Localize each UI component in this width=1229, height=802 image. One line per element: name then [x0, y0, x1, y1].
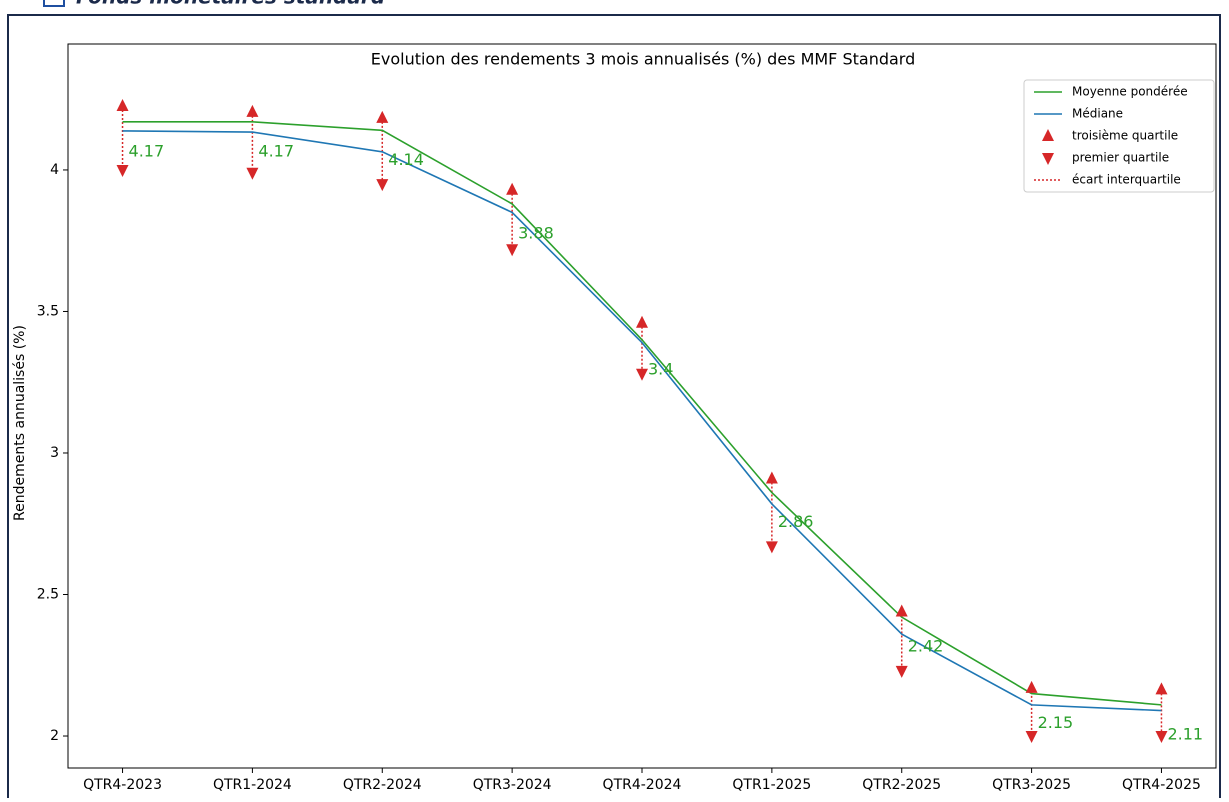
panel-border — [7, 14, 1221, 802]
value-label: 2.42 — [908, 637, 944, 656]
y-axis-label: Rendements annualisés (%) — [12, 325, 28, 521]
legend-label: troisième quartile — [1072, 129, 1178, 143]
series-line — [122, 130, 1162, 712]
x-tick-label: QTR4-2023 — [83, 777, 162, 793]
value-label: 4.14 — [388, 150, 424, 169]
value-label: 4.17 — [129, 141, 165, 160]
quartile-marker — [895, 665, 908, 678]
quartile-marker — [376, 110, 389, 123]
legend-marker — [1042, 153, 1054, 165]
x-tick-label: QTR3-2025 — [992, 777, 1071, 793]
y-tick-label: 3 — [50, 445, 59, 461]
quartile-marker — [636, 368, 648, 381]
quartile-marker — [1025, 731, 1038, 744]
legend-label: Moyenne pondérée — [1072, 85, 1188, 99]
header-icon — [43, 0, 65, 7]
value-label: 3.88 — [518, 223, 554, 242]
x-tick-label: QTR1-2024 — [213, 777, 292, 793]
x-tick-label: QTR1-2025 — [732, 777, 811, 793]
quartile-marker — [636, 315, 648, 328]
quartile-marker — [1155, 682, 1168, 695]
quartile-marker — [116, 98, 129, 111]
value-label: 2.15 — [1038, 713, 1074, 732]
value-label: 3.4 — [648, 359, 673, 378]
y-tick-label: 2 — [50, 728, 59, 744]
header-title: Fonds monétaires standard — [76, 0, 386, 9]
quartile-marker — [895, 604, 908, 617]
legend-label: premier quartile — [1072, 151, 1169, 165]
quartile-marker — [765, 541, 778, 554]
quartile-marker — [765, 471, 778, 484]
x-tick-label: QTR4-2024 — [603, 777, 682, 793]
value-label: 2.11 — [1167, 724, 1203, 743]
value-label: 2.86 — [778, 512, 814, 531]
legend-box — [1023, 79, 1215, 193]
quartile-marker — [1155, 731, 1168, 744]
quartile-marker — [506, 244, 519, 257]
chart-title: Evolution des rendements 3 mois annualis… — [371, 50, 916, 69]
x-tick-label: QTR2-2024 — [343, 777, 422, 793]
quartile-marker — [1025, 680, 1038, 693]
quartile-marker — [506, 182, 519, 195]
legend-label: Médiane — [1072, 107, 1123, 121]
y-tick-label: 4 — [50, 162, 59, 178]
y-tick-label: 3.5 — [37, 303, 59, 319]
legend-label: écart interquartile — [1072, 173, 1181, 187]
x-tick-label: QTR3-2024 — [473, 777, 552, 793]
quartile-marker — [376, 179, 389, 192]
quartile-marker — [246, 104, 259, 117]
value-label: 4.17 — [258, 141, 294, 160]
quartile-marker — [246, 167, 259, 180]
x-tick-label: QTR2-2025 — [862, 777, 941, 793]
y-tick-label: 2.5 — [37, 587, 59, 603]
legend-marker — [1042, 129, 1054, 141]
quartile-marker — [116, 164, 129, 177]
x-tick-label: QTR4-2025 — [1122, 777, 1201, 793]
series-line — [122, 121, 1162, 706]
